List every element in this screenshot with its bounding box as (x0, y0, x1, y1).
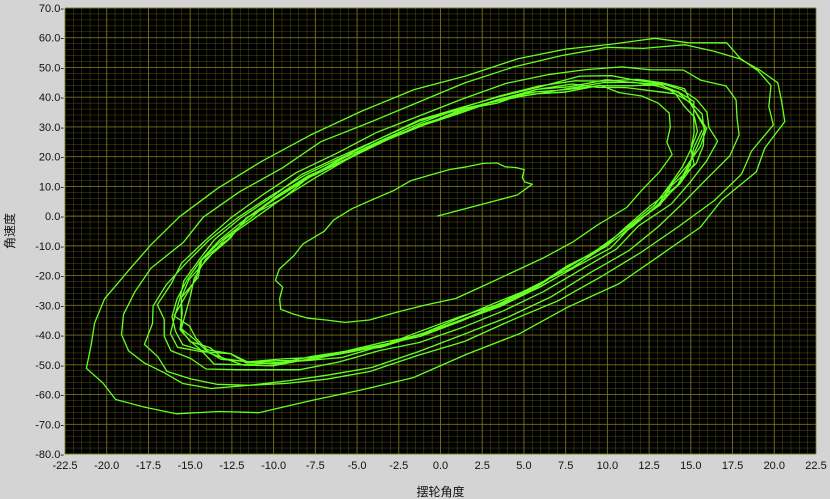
x-tick-label: 0.0 (433, 460, 448, 472)
x-tick-label: -12.5 (219, 460, 244, 472)
y-tick-label: -10.0- (35, 241, 64, 253)
x-tick-label: 15.0 (680, 460, 701, 472)
x-tick-label: -22.5 (52, 460, 77, 472)
x-tick-label: 17.5 (722, 460, 743, 472)
x-tick-label: 2.5 (475, 460, 490, 472)
x-tick-label: -15.0 (178, 460, 203, 472)
y-axis-ticks: 70.0- 60.0- 50.0- 40.0- 30.0- 20.0- 10.0- 0.0- -… (35, 3, 64, 461)
x-axis-label: 摆轮角度 (416, 484, 464, 499)
y-tick-label: 60.0- (39, 33, 64, 45)
y-tick-label: 20.0- (39, 152, 64, 164)
y-tick-label: 50.0- (39, 62, 64, 74)
x-tick-label: 20.0 (764, 460, 785, 472)
y-tick-label: 0.0- (45, 211, 64, 223)
y-tick-label: 10.0- (39, 181, 64, 193)
x-tick-label: -10.0 (261, 460, 286, 472)
y-tick-label: -50.0- (35, 360, 64, 372)
y-tick-label: -70.0- (35, 419, 64, 431)
y-tick-label: -30.0- (35, 300, 64, 312)
y-tick-label: -80.0- (35, 449, 64, 461)
x-axis-ticks: -22.5 -20.0 -17.5 -15.0 -12.5 -10.0 -7.5 -5.0 -2… (52, 460, 826, 472)
curve-layer (85, 37, 786, 415)
trajectory-line (85, 37, 786, 415)
x-tick-label: -2.5 (389, 460, 408, 472)
y-tick-label: -20.0- (35, 271, 64, 283)
y-tick-label: 40.0- (39, 92, 64, 104)
x-tick-label: 12.5 (638, 460, 659, 472)
x-tick-label: 10.0 (597, 460, 618, 472)
y-tick-label: 70.0- (39, 3, 64, 15)
y-tick-label: -40.0- (35, 330, 64, 342)
x-tick-label: -20.0 (94, 460, 119, 472)
y-tick-label: -60.0- (35, 390, 64, 402)
x-tick-label: -17.5 (136, 460, 161, 472)
y-axis-label: 角速度 (2, 213, 17, 249)
y-tick-label: 30.0- (39, 122, 64, 134)
x-tick-label: 5.0 (516, 460, 531, 472)
x-tick-label: 22.5 (805, 460, 826, 472)
x-tick-label: 7.5 (558, 460, 573, 472)
x-tick-label: -5.0 (348, 460, 367, 472)
x-tick-label: -7.5 (306, 460, 325, 472)
